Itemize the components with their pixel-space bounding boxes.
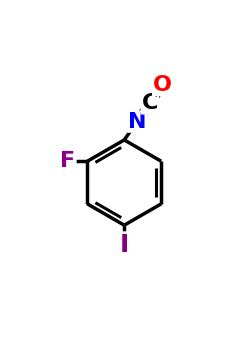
- Text: O: O: [153, 75, 172, 95]
- Text: N: N: [128, 112, 146, 132]
- Text: C: C: [142, 93, 158, 113]
- Text: I: I: [120, 232, 129, 257]
- Text: F: F: [60, 151, 76, 171]
